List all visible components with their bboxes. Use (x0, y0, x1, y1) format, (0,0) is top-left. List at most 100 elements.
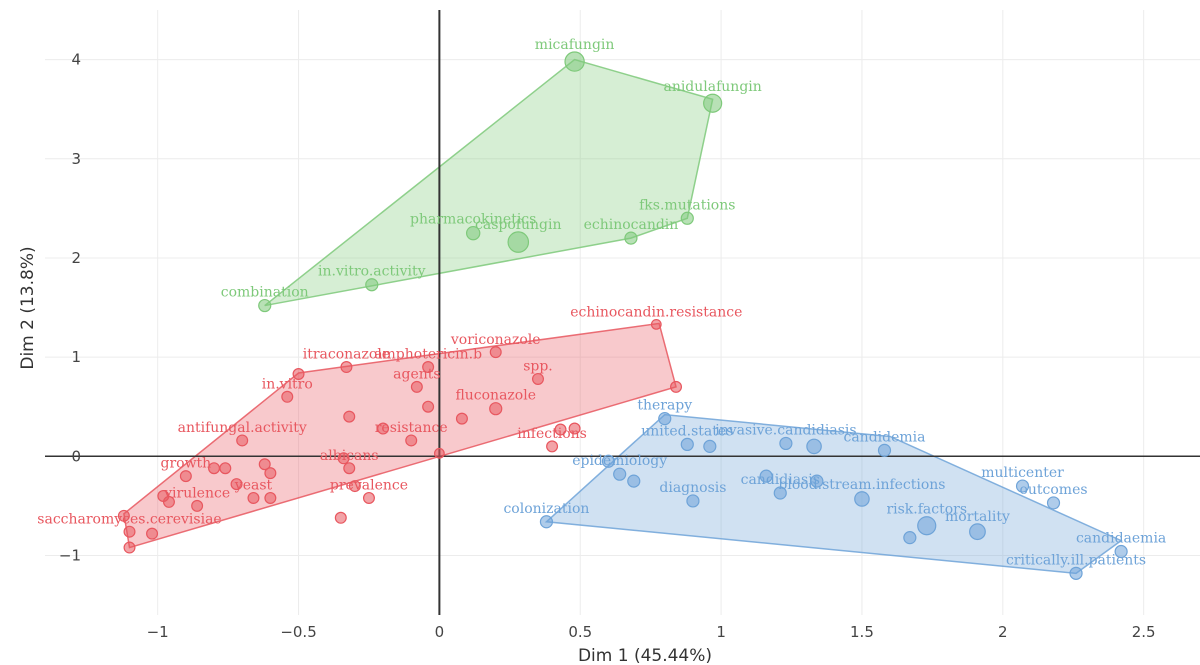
data-point (117, 509, 130, 522)
point-label: agents (393, 366, 440, 382)
point-label: candidaemia (1076, 531, 1166, 547)
zero-axes (45, 10, 1200, 615)
data-point (455, 412, 468, 425)
data-points (117, 51, 1128, 580)
data-point (903, 531, 917, 545)
point-label: candidiasis (741, 472, 820, 488)
data-point (489, 346, 502, 359)
data-point (546, 440, 559, 453)
y-axis-title: Dim 2 (13.8%) (18, 246, 38, 369)
point-label: invasive.candidiasis (715, 422, 856, 438)
point-label: prevalence (330, 478, 408, 494)
data-point (969, 523, 986, 541)
data-point (806, 438, 822, 455)
data-point (854, 491, 870, 507)
data-point (507, 231, 530, 253)
point-label: micafungin (535, 37, 615, 53)
cluster-hull-green (264, 58, 714, 307)
data-point (162, 495, 175, 508)
y-tick-label: 4 (71, 51, 81, 69)
point-label: resistance (375, 420, 448, 436)
point-label: fluconazole (455, 388, 536, 404)
point-label: caspofungin (475, 217, 561, 233)
x-tick-label: 0.5 (568, 623, 592, 641)
point-label: antifungal.activity (178, 420, 307, 436)
data-point (703, 439, 717, 453)
point-label: epidemiology (572, 453, 667, 469)
data-point (258, 458, 271, 471)
data-point (334, 511, 347, 524)
data-point (650, 319, 662, 330)
point-labels: micafungin anidulafungin fks.mutations casp… (37, 37, 1166, 568)
point-label: fks.mutations (639, 197, 735, 213)
data-point (337, 452, 350, 465)
data-point (773, 486, 787, 500)
data-point (365, 278, 379, 292)
point-label: candidemia (843, 429, 925, 445)
data-point (670, 380, 683, 393)
data-point (1046, 496, 1061, 510)
x-tick-label: −1 (147, 623, 169, 641)
data-point (564, 51, 585, 72)
data-point (465, 225, 481, 241)
data-point (281, 390, 294, 403)
point-label: multicenter (981, 465, 1064, 481)
point-label: amphotericin.b (374, 347, 482, 363)
data-point (489, 402, 503, 416)
data-point (613, 467, 627, 481)
point-label: combination (221, 285, 309, 301)
x-axis-title: Dim 1 (45.44%) (578, 646, 712, 665)
data-point (219, 462, 232, 475)
data-point (264, 467, 277, 480)
data-point (410, 380, 423, 393)
data-point (627, 474, 641, 488)
point-label: virulence (163, 486, 230, 502)
point-label: therapy (637, 398, 692, 414)
data-point (362, 491, 375, 504)
point-label: yeast (234, 478, 273, 494)
x-tick-label: 1.5 (850, 623, 874, 641)
y-tick-label: 0 (71, 447, 81, 465)
point-label: colonization (503, 501, 589, 517)
point-label: anidulafungin (663, 79, 761, 95)
data-point (1114, 544, 1128, 559)
point-label: in.vitro.activity (318, 264, 426, 280)
point-label: in.vitro (262, 376, 313, 392)
data-point (810, 474, 824, 488)
data-point (1069, 566, 1083, 580)
data-point (258, 298, 272, 313)
data-point (208, 462, 221, 475)
data-point (759, 469, 773, 483)
data-point (377, 422, 390, 435)
point-label: saccharomyces.cerevisiae (37, 511, 221, 527)
point-label: outcomes (1019, 482, 1087, 498)
data-point (230, 478, 243, 491)
point-label: itraconazole (303, 347, 390, 363)
data-point (531, 372, 544, 385)
data-point (554, 423, 567, 436)
point-label: infections (517, 426, 587, 442)
point-label: albicans (320, 448, 379, 464)
data-point (422, 400, 435, 413)
point-label: blood.stream.infections (778, 477, 945, 493)
data-point (779, 436, 793, 451)
x-tick-label: 0 (435, 623, 445, 641)
data-point (236, 434, 249, 447)
point-label: mortality (945, 509, 1010, 525)
tick-labels: −1 −0.5 0 0.5 1 1.5 2 2.5 −1 0 1 2 3 4 (59, 51, 1156, 641)
data-point (343, 462, 356, 475)
data-point (179, 470, 192, 483)
x-tick-label: −0.5 (280, 623, 316, 641)
data-point (624, 231, 638, 245)
data-point (680, 211, 694, 225)
data-point (292, 367, 305, 380)
point-label: pharmacokinetics (410, 212, 536, 228)
data-point (658, 412, 672, 426)
data-point (146, 527, 159, 540)
point-label: echinocandin.resistance (570, 305, 742, 321)
data-point (877, 443, 892, 457)
data-point (703, 93, 723, 113)
point-label: voriconazole (450, 332, 541, 348)
point-label: risk.factors (886, 502, 967, 518)
